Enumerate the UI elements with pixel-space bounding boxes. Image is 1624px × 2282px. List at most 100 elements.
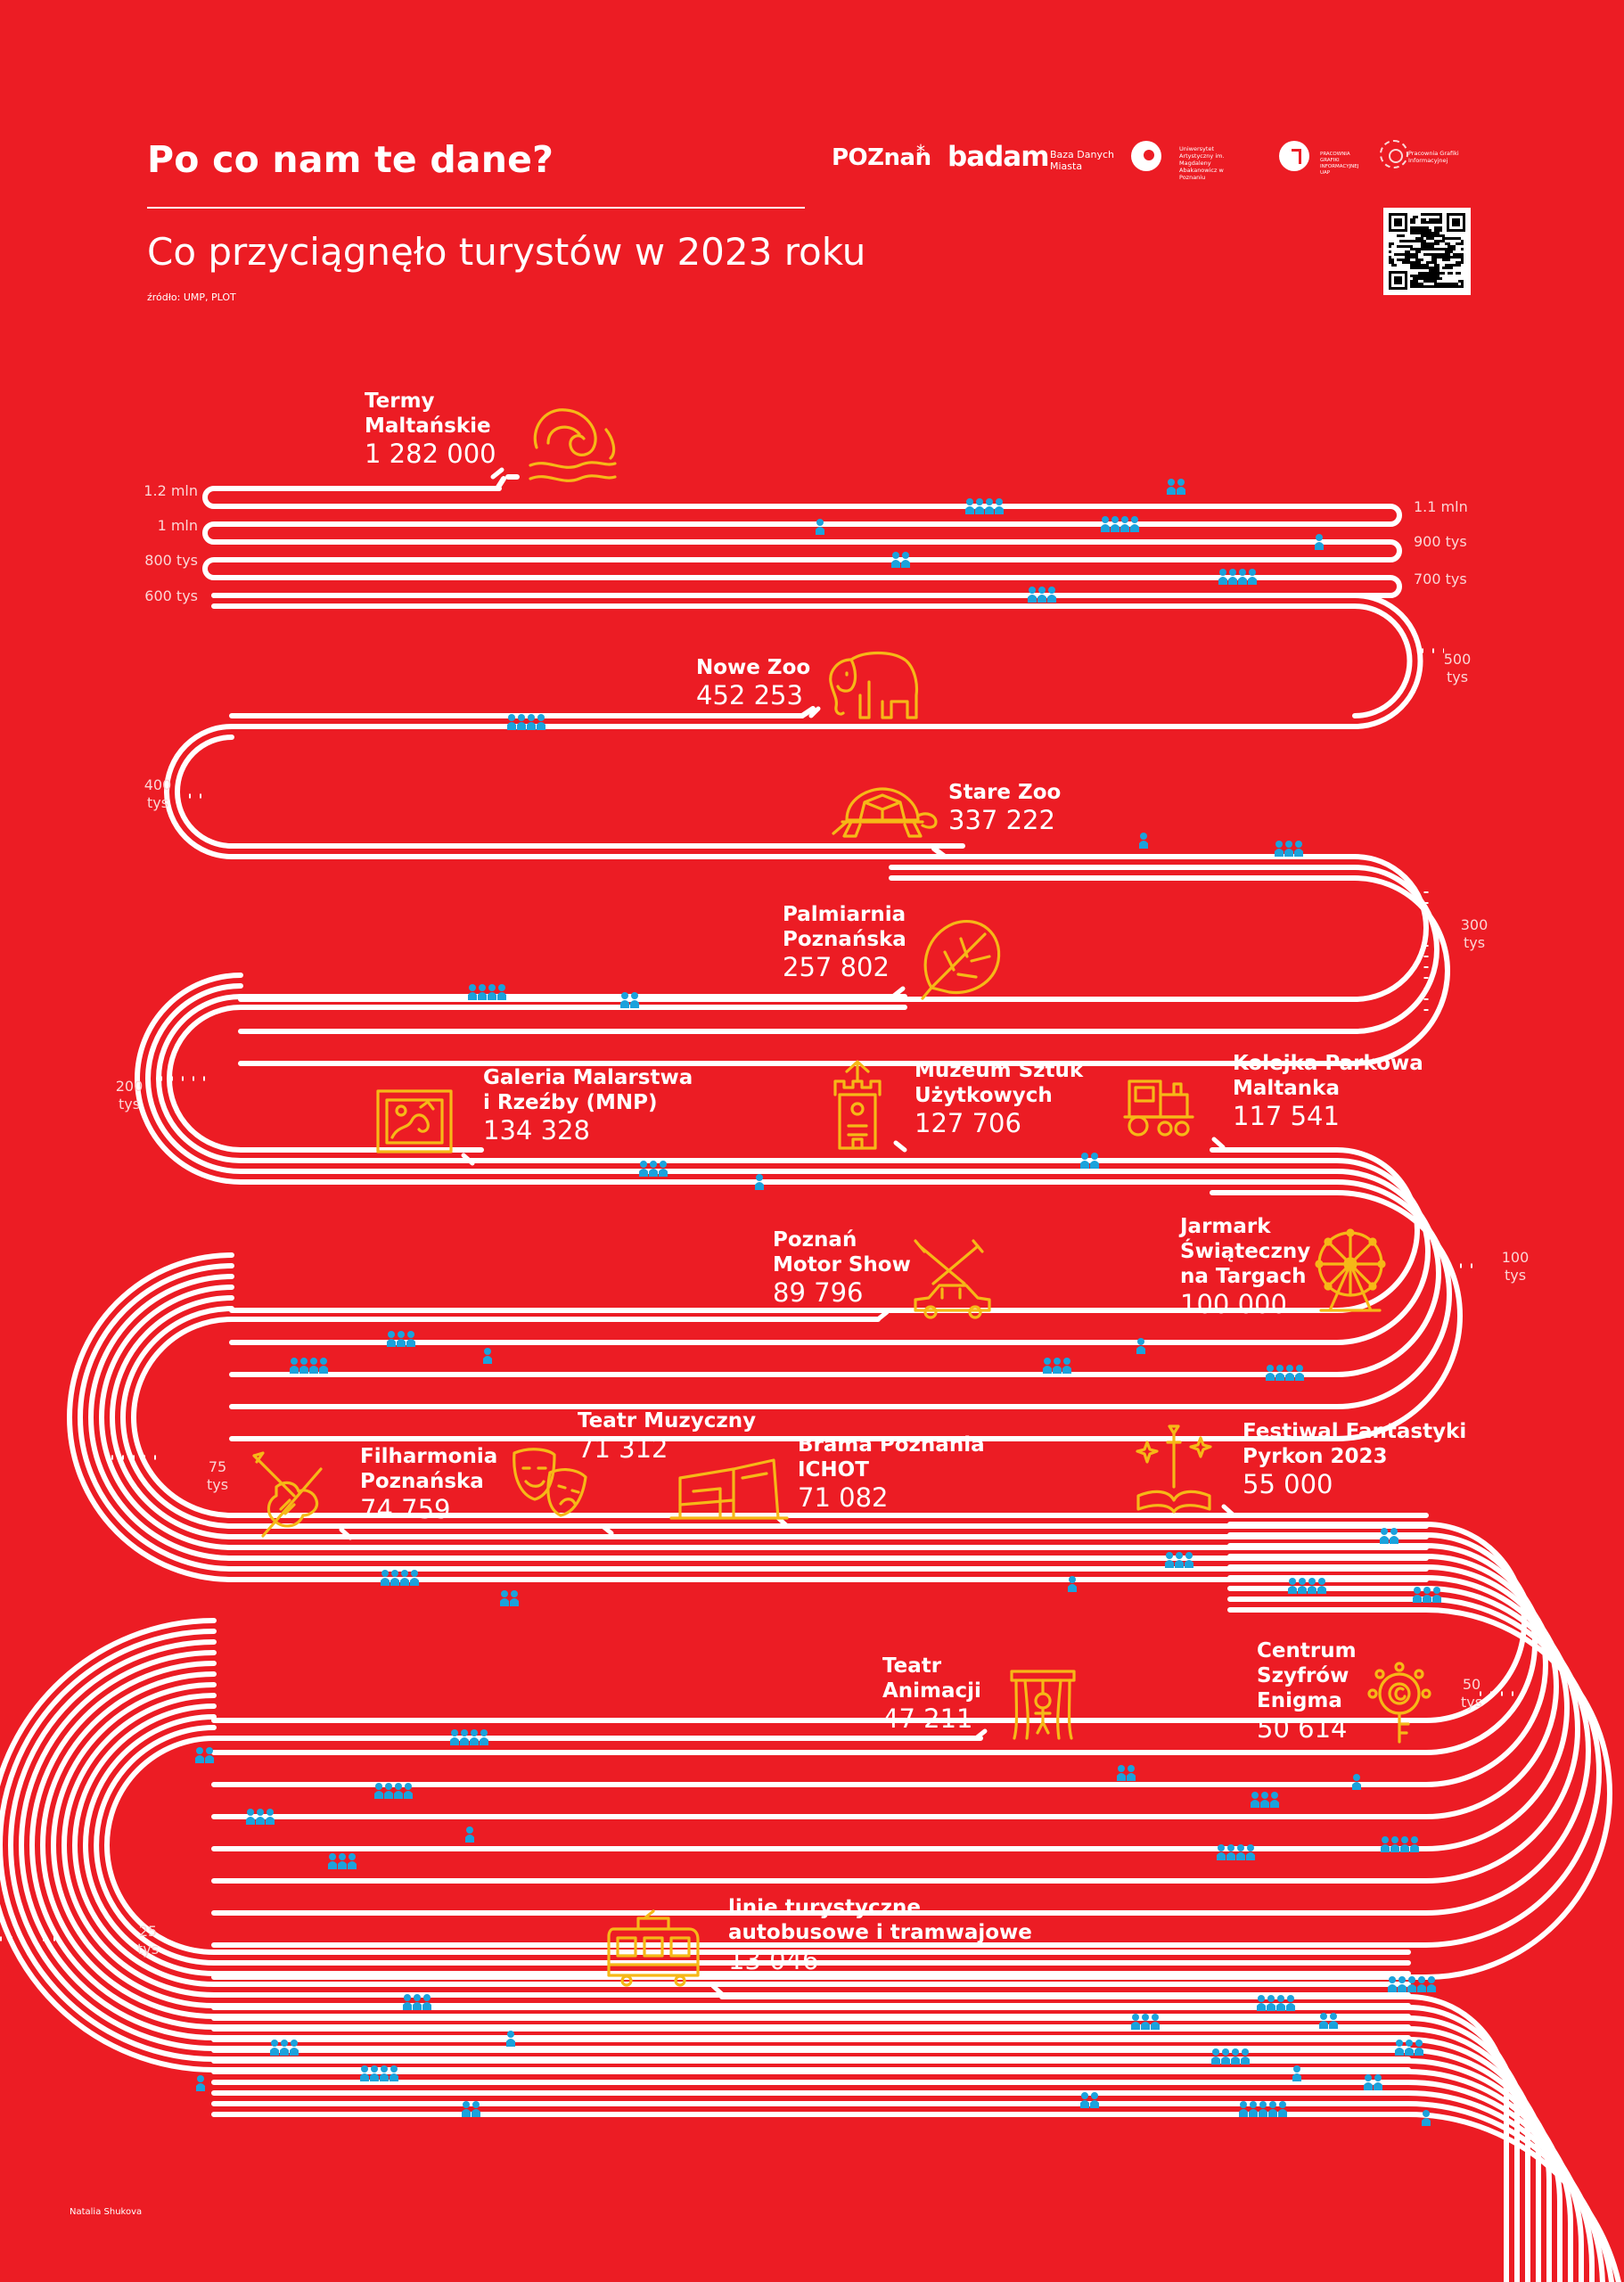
qr-module bbox=[1456, 261, 1458, 264]
person-icon bbox=[1407, 1976, 1416, 1992]
person-icon bbox=[483, 1348, 492, 1364]
person-icon bbox=[422, 1994, 431, 2010]
qr-module bbox=[1429, 269, 1431, 272]
qr-module bbox=[1413, 277, 1415, 280]
qr-module bbox=[1426, 213, 1429, 216]
qr-module bbox=[1410, 253, 1413, 256]
person-head bbox=[1285, 841, 1292, 848]
person-body bbox=[1374, 2082, 1382, 2090]
qr-module bbox=[1399, 234, 1402, 237]
person-icon bbox=[1177, 479, 1185, 495]
pgi-logo-icon bbox=[1380, 140, 1408, 168]
qr-module bbox=[1418, 285, 1421, 288]
person-icon bbox=[1364, 2074, 1373, 2090]
qr-module bbox=[1431, 234, 1434, 237]
track-lane bbox=[175, 735, 965, 849]
qr-module bbox=[1429, 221, 1431, 224]
person-body bbox=[1239, 2109, 1248, 2117]
qr-module bbox=[1413, 267, 1415, 269]
qr-module bbox=[1405, 259, 1407, 261]
qr-module bbox=[1410, 232, 1413, 234]
track-lane bbox=[211, 1575, 1580, 1884]
person-head bbox=[640, 1161, 647, 1168]
axis-label-1-mln: 1 mln bbox=[157, 517, 198, 534]
person-head bbox=[1102, 516, 1109, 523]
person-body bbox=[659, 1169, 668, 1177]
qr-module bbox=[1389, 250, 1391, 253]
person-head bbox=[1271, 1792, 1278, 1799]
qr-module bbox=[1439, 229, 1442, 232]
qr-module bbox=[1389, 245, 1391, 248]
person-icon bbox=[1319, 2013, 1328, 2029]
qr-module bbox=[1437, 253, 1439, 256]
qr-module bbox=[1439, 226, 1442, 229]
qr-module bbox=[1402, 261, 1405, 264]
qr-module bbox=[1434, 221, 1437, 224]
person-body bbox=[1130, 524, 1139, 532]
qr-module bbox=[1413, 248, 1415, 250]
value-tick bbox=[808, 706, 821, 718]
person-icon bbox=[360, 2065, 369, 2081]
qr-module bbox=[1437, 213, 1439, 216]
waves-icon bbox=[529, 408, 617, 482]
person-body bbox=[1260, 1800, 1269, 1808]
track-lane bbox=[94, 1725, 1411, 1966]
qr-module bbox=[1389, 256, 1391, 259]
uam-logo-text: Uniwersytet Artystyczny im. Magdaleny Ab… bbox=[1179, 145, 1225, 181]
person-head bbox=[1242, 2048, 1249, 2056]
person-icon bbox=[1317, 1578, 1326, 1594]
person-icon bbox=[1315, 534, 1324, 550]
track-lane bbox=[120, 1306, 1429, 1529]
person-icon bbox=[1228, 569, 1237, 585]
person-body bbox=[1423, 1595, 1431, 1603]
qr-module bbox=[1450, 245, 1453, 248]
qr-module bbox=[1434, 269, 1437, 272]
attraction-value: 89 796 bbox=[773, 1277, 864, 1308]
person-body bbox=[1228, 577, 1237, 585]
qr-module bbox=[1456, 253, 1458, 256]
qr-module bbox=[1429, 213, 1431, 216]
person-body bbox=[527, 722, 536, 730]
qr-code-icon[interactable] bbox=[1383, 208, 1471, 295]
qr-module bbox=[1431, 242, 1434, 245]
person-head bbox=[528, 714, 535, 721]
person-head bbox=[371, 2065, 378, 2073]
person-head bbox=[197, 2075, 204, 2082]
person-icon bbox=[1268, 2101, 1277, 2117]
badam-logo-subtitle: Baza Danych Miasta bbox=[1050, 149, 1115, 172]
person-head bbox=[1401, 1836, 1408, 1843]
person-icon bbox=[270, 2040, 279, 2056]
track-lane bbox=[99, 1285, 1429, 1550]
qr-module bbox=[1410, 226, 1413, 229]
person-body bbox=[1117, 1773, 1126, 1781]
person-icon bbox=[1413, 1587, 1422, 1603]
person-body bbox=[1249, 2109, 1258, 2117]
person-body bbox=[965, 506, 974, 514]
qr-module bbox=[1442, 248, 1445, 250]
person-head bbox=[247, 1809, 254, 1816]
person-icon bbox=[266, 1809, 275, 1825]
axis-label-900-tys: 900 tys bbox=[1414, 533, 1467, 550]
person-icon bbox=[995, 498, 1004, 514]
person-head bbox=[1365, 2074, 1372, 2081]
person-head bbox=[1308, 1578, 1316, 1585]
person-icon bbox=[1422, 2110, 1431, 2126]
person-icon bbox=[1131, 2014, 1140, 2030]
qr-module bbox=[1405, 256, 1407, 259]
qr-module bbox=[1448, 245, 1450, 248]
track-lane bbox=[238, 854, 1429, 1002]
track-lane bbox=[211, 2090, 1605, 2282]
person-body bbox=[1298, 1586, 1307, 1594]
person-body bbox=[1270, 1800, 1279, 1808]
qr-module bbox=[1453, 248, 1456, 250]
person-body bbox=[195, 1755, 204, 1763]
person-head bbox=[1249, 569, 1256, 576]
person-body bbox=[1276, 2003, 1285, 2011]
person-head bbox=[1293, 2065, 1300, 2073]
qr-module bbox=[1434, 213, 1437, 216]
qr-module bbox=[1442, 285, 1445, 288]
framed-painting-icon bbox=[376, 1089, 453, 1153]
qr-module bbox=[1410, 264, 1413, 267]
person-icon bbox=[1292, 2065, 1301, 2081]
person-icon bbox=[1249, 2101, 1258, 2117]
